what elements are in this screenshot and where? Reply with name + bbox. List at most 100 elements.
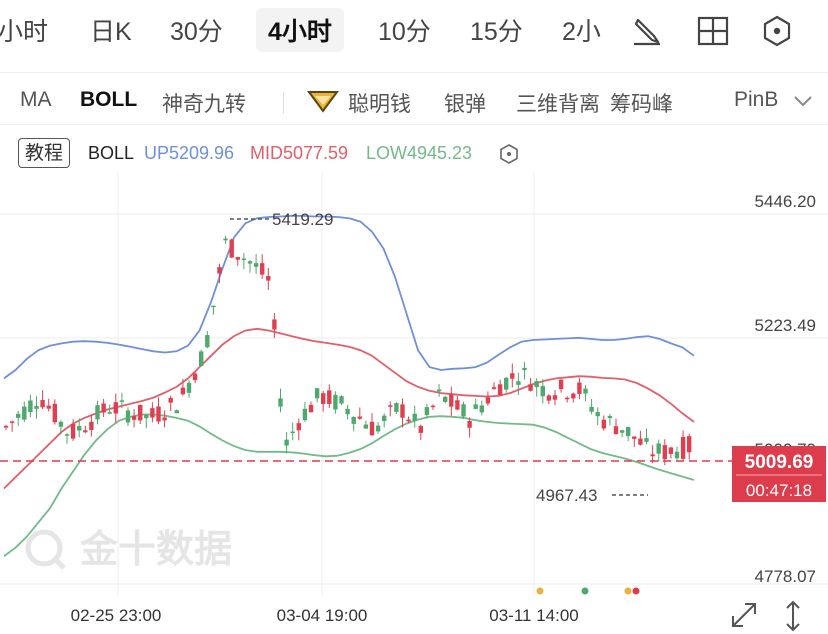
indicator-ma[interactable]: MA bbox=[20, 88, 52, 111]
candle-body bbox=[430, 405, 436, 408]
candle-body bbox=[540, 386, 545, 397]
candle-body bbox=[28, 400, 33, 413]
indicator-chip-peak[interactable]: 筹码峰 bbox=[610, 93, 673, 116]
candle-body bbox=[632, 436, 637, 439]
low-marker-label: 4967.43 bbox=[536, 486, 597, 505]
candle-body bbox=[424, 407, 430, 416]
candle-body bbox=[168, 397, 173, 403]
boll-middle-band bbox=[3, 327, 695, 490]
candle-body bbox=[510, 373, 515, 379]
candle-body bbox=[64, 434, 70, 436]
candle-body bbox=[497, 384, 503, 396]
candle-body bbox=[333, 394, 338, 410]
legend-lower: LOW4945.23 bbox=[366, 143, 473, 163]
candle-body bbox=[662, 445, 667, 460]
tutorial-button[interactable]: 教程 bbox=[18, 138, 70, 168]
candle-body bbox=[461, 404, 466, 417]
candle-body bbox=[290, 431, 295, 434]
candle-body bbox=[199, 351, 204, 367]
candle-body bbox=[302, 408, 308, 421]
expand-icon[interactable] bbox=[732, 603, 756, 627]
chevron-down-icon[interactable] bbox=[792, 94, 814, 108]
candle-body bbox=[504, 377, 509, 390]
candle-body bbox=[443, 396, 448, 402]
candle-body bbox=[205, 335, 210, 348]
candle-body bbox=[516, 381, 521, 385]
candle-body bbox=[565, 397, 570, 400]
candle-body bbox=[138, 404, 143, 421]
vertical-scale-icon[interactable] bbox=[786, 600, 800, 632]
candle-body bbox=[345, 408, 350, 415]
candle-body bbox=[455, 400, 460, 410]
candle-body bbox=[192, 373, 198, 381]
candle-body bbox=[638, 438, 643, 445]
indicator-pinbar[interactable]: PinB bbox=[734, 88, 779, 111]
candle-body bbox=[363, 424, 369, 429]
tab-15m[interactable]: 15分 bbox=[470, 18, 523, 46]
settings-hex-icon[interactable] bbox=[760, 14, 794, 48]
candle-body bbox=[534, 381, 539, 388]
indicator-bar: MA BOLL 神奇九转 聪明钱 银弹 三维背离 筹码峰 PinB bbox=[0, 76, 828, 124]
indicator-divergence[interactable]: 三维背离 bbox=[516, 93, 600, 116]
candle-body bbox=[113, 402, 118, 414]
candle-body bbox=[223, 238, 228, 241]
tab-2h[interactable]: 2小 bbox=[562, 18, 601, 46]
candle-body bbox=[321, 393, 326, 404]
candle-body bbox=[687, 436, 692, 453]
candle-body bbox=[217, 267, 222, 274]
tab-1h[interactable]: 小时 bbox=[0, 18, 49, 46]
candle-body bbox=[558, 379, 564, 390]
indicator-smart-money[interactable]: 聪明钱 bbox=[348, 93, 411, 116]
candle-body bbox=[235, 257, 240, 260]
candle-body bbox=[83, 430, 88, 433]
tab-daily[interactable]: 日K bbox=[90, 18, 132, 46]
candle-body bbox=[247, 261, 253, 264]
candle-body bbox=[375, 425, 381, 432]
candle-body bbox=[357, 416, 362, 419]
candle-body bbox=[22, 406, 27, 420]
indicator-silver-bullet[interactable]: 银弹 bbox=[444, 93, 486, 116]
draw-pen-icon[interactable] bbox=[630, 14, 664, 48]
candle-body bbox=[674, 451, 680, 459]
candle-body bbox=[284, 439, 289, 446]
candle-body bbox=[351, 417, 356, 424]
candle-body bbox=[479, 405, 484, 413]
indicator-td[interactable]: 神奇九转 bbox=[162, 93, 246, 116]
candle-body bbox=[296, 423, 301, 431]
x-tick-1: 02-25 23:00 bbox=[71, 606, 162, 625]
event-dot[interactable] bbox=[581, 587, 589, 595]
x-tick-3: 03-11 14:00 bbox=[489, 606, 578, 625]
candle-body bbox=[583, 388, 588, 394]
candle-body bbox=[644, 438, 649, 442]
candle-body bbox=[314, 388, 320, 399]
tab-4h[interactable]: 4小时 bbox=[256, 8, 344, 52]
indicator-boll[interactable]: BOLL bbox=[80, 88, 138, 111]
timeframe-tabs: 小时 日K 30分 4小时 10分 15分 2小 bbox=[0, 0, 828, 73]
candle-body bbox=[369, 421, 375, 436]
candle-body bbox=[412, 413, 417, 421]
grid-layout-icon[interactable] bbox=[696, 14, 730, 48]
candle-body bbox=[589, 406, 594, 412]
candle-body bbox=[70, 423, 76, 439]
candle-body bbox=[528, 384, 533, 391]
candle-body bbox=[485, 397, 491, 404]
legend-settings-icon[interactable] bbox=[498, 143, 520, 165]
candle-body bbox=[156, 406, 161, 422]
candle-body bbox=[473, 404, 478, 409]
candle-body bbox=[229, 239, 234, 258]
candle-body bbox=[382, 415, 387, 422]
candle-body bbox=[3, 425, 9, 428]
candle-body bbox=[144, 414, 149, 419]
candle-body bbox=[125, 410, 131, 423]
candle-body bbox=[101, 403, 106, 413]
tab-30m[interactable]: 30分 bbox=[170, 18, 223, 46]
candle-body bbox=[552, 395, 558, 400]
candle-body bbox=[162, 417, 167, 421]
event-dot[interactable] bbox=[632, 587, 640, 595]
event-dot[interactable] bbox=[624, 587, 632, 595]
candle-body bbox=[58, 421, 64, 427]
event-dot[interactable] bbox=[536, 587, 544, 595]
tab-10m[interactable]: 10分 bbox=[378, 18, 431, 46]
legend-name: BOLL bbox=[88, 143, 135, 163]
